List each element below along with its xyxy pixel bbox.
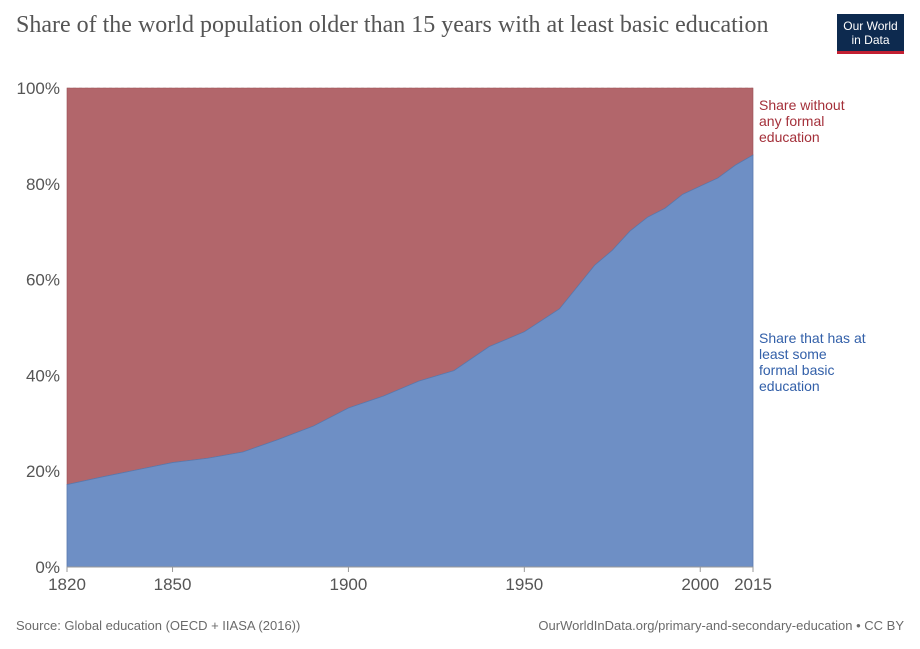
label-no-education: education [759, 129, 820, 145]
y-tick-label: 60% [26, 271, 60, 290]
label-no-education: Share without [759, 97, 845, 113]
y-tick-label: 0% [35, 558, 60, 577]
label-basic-education: least some [759, 346, 827, 362]
x-axis-ticks: 1820 1850 1900 1950 2000 2015 [48, 566, 772, 594]
label-basic-education: Share that has at [759, 330, 866, 346]
area-series [66, 87, 754, 568]
x-tick-label: 2000 [681, 575, 719, 594]
chart-svg: 0% 20% 40% 60% 80% 100% 1820 1850 1900 1950 2000 2… [17, 79, 866, 594]
area-basic-education[interactable] [66, 154, 754, 568]
label-no-education: any formal [759, 113, 824, 129]
chart-title: Share of the world population older than… [16, 12, 769, 38]
y-tick-label: 80% [26, 175, 60, 194]
y-tick-label: 40% [26, 366, 60, 385]
logo-line-2: in Data [851, 33, 890, 47]
x-tick-label: 1820 [48, 575, 86, 594]
source-note[interactable]: Source: Global education (OECD + IIASA (… [16, 618, 301, 633]
y-axis-ticks: 0% 20% 40% 60% 80% 100% [17, 79, 60, 577]
x-tick-label: 1950 [505, 575, 543, 594]
logo-line-1: Our World [843, 19, 898, 33]
x-tick-label: 1850 [154, 575, 192, 594]
owid-logo[interactable]: Our World in Data [837, 14, 904, 54]
x-tick-label: 2015 [734, 575, 772, 594]
x-tick-label: 1900 [330, 575, 368, 594]
y-tick-label: 20% [26, 462, 60, 481]
label-basic-education: education [759, 378, 820, 394]
y-tick-label: 100% [17, 79, 60, 98]
label-basic-education: formal basic [759, 362, 834, 378]
url-note[interactable]: OurWorldInData.org/primary-and-secondary… [538, 618, 904, 633]
